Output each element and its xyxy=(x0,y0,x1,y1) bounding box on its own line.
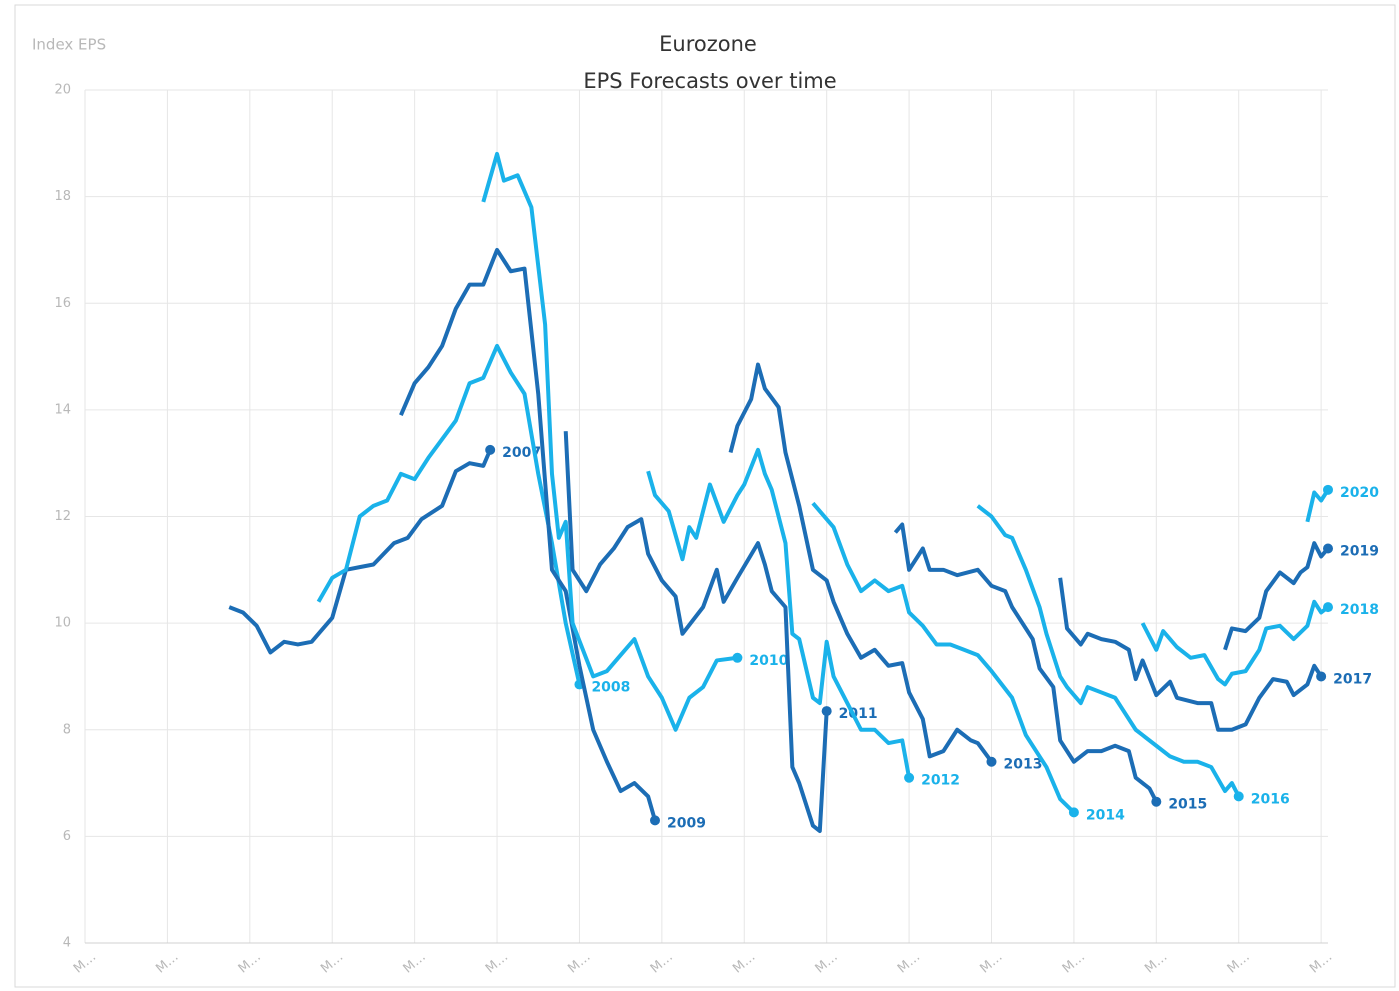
x-tick-label: M… xyxy=(895,949,923,976)
series-line xyxy=(563,431,829,834)
x-tick-label: M… xyxy=(565,949,593,976)
x-tick-label: M… xyxy=(401,949,429,976)
series-label: 2017 xyxy=(1333,671,1372,687)
x-tick-label: M… xyxy=(153,949,181,976)
series-line xyxy=(646,447,912,779)
end-point xyxy=(1323,543,1333,554)
x-tick-label: M… xyxy=(318,949,346,976)
end-point xyxy=(1151,796,1162,807)
x-tick-label: M… xyxy=(236,949,264,976)
series-line xyxy=(976,504,1241,798)
end-point xyxy=(649,815,660,826)
series-label: 2013 xyxy=(1003,757,1042,773)
y-tick-label: 12 xyxy=(54,509,71,524)
series-line xyxy=(1058,577,1323,732)
end-point xyxy=(821,706,832,717)
y-tick-label: 4 xyxy=(63,936,71,951)
x-tick-label: M… xyxy=(648,949,676,976)
series-label: 2008 xyxy=(591,679,630,695)
series-label: 2009 xyxy=(667,815,706,831)
end-point xyxy=(1323,602,1333,613)
x-tick-label: M… xyxy=(71,949,99,976)
end-point xyxy=(1068,807,1079,818)
series-line xyxy=(316,343,582,685)
series-line xyxy=(1305,488,1330,523)
end-point xyxy=(1323,484,1333,495)
series-label: 2016 xyxy=(1251,791,1290,807)
series-label: 2020 xyxy=(1340,485,1379,501)
x-tick-label: M… xyxy=(977,949,1005,976)
series-line xyxy=(228,449,493,655)
x-tick-label: M… xyxy=(1225,949,1253,976)
series-line xyxy=(893,522,1159,803)
x-tick-label: M… xyxy=(813,949,841,976)
series-label: 2015 xyxy=(1168,797,1207,813)
end-point xyxy=(732,652,743,663)
series-label: 2007 xyxy=(502,445,541,461)
x-tick-label: M… xyxy=(1307,949,1335,976)
chart-border xyxy=(14,4,1396,988)
chart-title: Eurozone xyxy=(659,32,757,56)
end-point xyxy=(1233,791,1244,802)
end-point xyxy=(904,772,915,783)
series-line xyxy=(1140,599,1330,687)
y-tick-label: 16 xyxy=(54,296,71,311)
series-line xyxy=(399,247,657,821)
y-tick-label: 20 xyxy=(54,83,71,98)
y-tick-label: 14 xyxy=(54,402,71,417)
end-point xyxy=(986,756,997,767)
series-label: 2010 xyxy=(749,653,788,669)
y-tick-label: 10 xyxy=(54,616,71,631)
series-label: 2019 xyxy=(1340,543,1379,559)
x-tick-label: M… xyxy=(1060,949,1088,976)
y-axis-label: Index EPS xyxy=(32,36,106,54)
series-line xyxy=(481,151,738,732)
chart-subtitle: EPS Forecasts over time xyxy=(583,69,836,93)
series-label: 2018 xyxy=(1340,602,1379,618)
y-tick-label: 8 xyxy=(63,722,71,737)
series-line xyxy=(811,501,1076,814)
series-line xyxy=(728,362,994,763)
x-tick-label: M… xyxy=(483,949,511,976)
series-line xyxy=(1223,541,1330,651)
end-point xyxy=(485,444,496,455)
series-label: 2011 xyxy=(839,706,878,722)
end-point xyxy=(1316,671,1327,682)
x-tick-label: M… xyxy=(730,949,758,976)
series-label: 2012 xyxy=(921,773,960,789)
y-tick-label: 18 xyxy=(54,189,71,204)
x-tick-label: M… xyxy=(1142,949,1170,976)
y-tick-label: 6 xyxy=(63,829,71,844)
series-label: 2014 xyxy=(1086,807,1125,823)
